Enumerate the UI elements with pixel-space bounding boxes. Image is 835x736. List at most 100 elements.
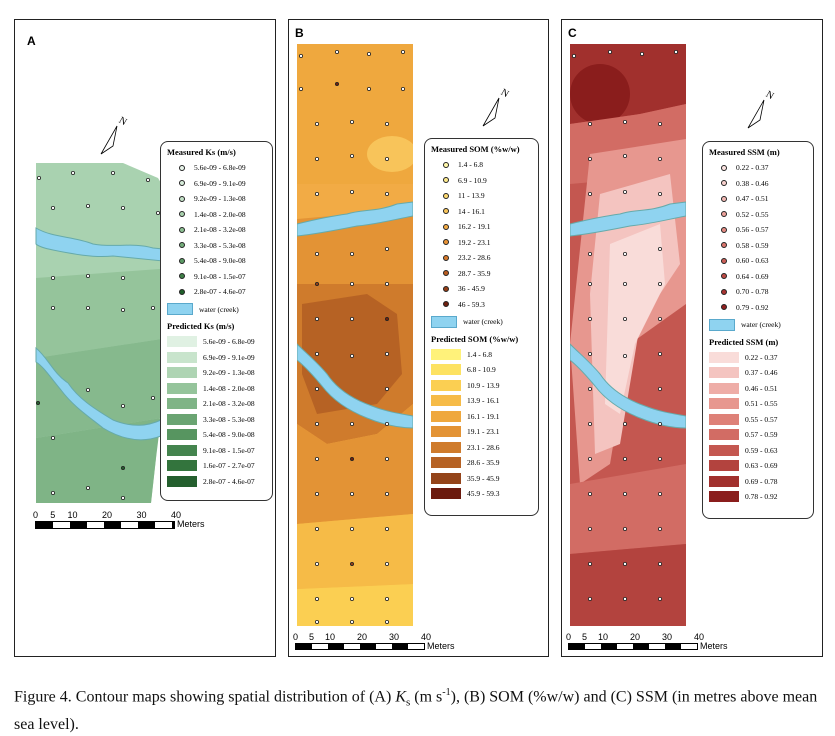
sample-dot-icon — [721, 195, 727, 202]
predicted-legend-item: 28.6 - 35.9 — [431, 455, 532, 471]
legend-range: 10.9 - 13.9 — [467, 380, 500, 390]
color-swatch — [709, 460, 739, 472]
color-swatch — [167, 398, 197, 410]
north-arrow-icon — [747, 99, 765, 129]
scale-tick-label: 20 — [102, 510, 113, 520]
color-swatch — [709, 367, 739, 379]
color-swatch — [709, 475, 739, 487]
measured-legend-item: 0.79 - 0.92 — [709, 300, 807, 316]
legend-range: 6.9e-09 - 9.1e-09 — [203, 352, 255, 362]
measured-legend-item: 2.1e-08 - 3.2e-08 — [167, 222, 266, 238]
panel-b: B — [288, 19, 549, 657]
legend-range: 1.6e-07 - 2.7e-07 — [203, 461, 255, 471]
legend-range: 0.47 - 0.51 — [736, 194, 769, 204]
north-arrow-icon — [482, 97, 500, 127]
figure-caption: Figure 4. Contour maps showing spatial d… — [14, 682, 824, 736]
sample-dot-icon — [443, 223, 449, 230]
measured-legend-item: 0.58 - 0.59 — [709, 238, 807, 254]
predicted-legend-item: 0.22 - 0.37 — [709, 350, 807, 366]
measured-legend-item: 6.9 - 10.9 — [431, 173, 532, 189]
color-swatch — [709, 429, 739, 441]
sample-dot-icon — [179, 273, 185, 280]
measured-legend-item: 28.7 - 35.9 — [431, 266, 532, 282]
legend-range: 1.4e-08 - 2.0e-08 — [203, 383, 255, 393]
water-swatch — [167, 303, 193, 316]
panel-a: A N Measured Ks (m/s) 5.6e-09 - 6.8e-09 6… — [14, 19, 276, 657]
sample-dot-icon — [443, 239, 449, 246]
predicted-legend-item: 6.8 - 10.9 — [431, 362, 532, 378]
caption-suffix: ), (B) SOM (%w/w) and (C) SSM (in metres… — [14, 688, 818, 733]
legend-range: 0.63 - 0.69 — [745, 461, 778, 471]
color-swatch — [167, 382, 197, 394]
scale-unit: Meters — [177, 519, 205, 529]
legend-range: 0.78 - 0.92 — [745, 492, 778, 502]
predicted-legend-item: 0.57 - 0.59 — [709, 427, 807, 443]
measured-legend-item: 5.6e-09 - 6.8e-09 — [167, 160, 266, 176]
legend-range: 1.4 - 6.8 — [458, 160, 483, 170]
scale-tick-label: 30 — [389, 632, 400, 642]
color-swatch — [431, 472, 461, 484]
water-label: water (creek) — [463, 317, 503, 327]
color-swatch — [431, 410, 461, 422]
legend-range: 5.6e-09 - 6.8e-09 — [194, 163, 246, 173]
sample-dot-icon — [721, 273, 727, 280]
predicted-legend-item: 23.1 - 28.6 — [431, 440, 532, 456]
legend-range: 36 - 45.9 — [458, 284, 485, 294]
color-swatch — [709, 413, 739, 425]
caption-k: K — [395, 688, 406, 706]
predicted-legend-item: 5.6e-09 - 6.8e-09 — [167, 334, 266, 350]
legend-a: Measured Ks (m/s) 5.6e-09 - 6.8e-09 6.9e-… — [160, 141, 273, 501]
sample-dot-icon — [443, 301, 449, 308]
sample-points — [36, 170, 161, 500]
predicted-legend-item: 0.63 - 0.69 — [709, 458, 807, 474]
panel-label: B — [295, 26, 304, 40]
scale-tick-label: 20 — [630, 632, 641, 642]
sample-dot-icon — [179, 195, 185, 202]
legend-range: 9.2e-09 - 1.3e-08 — [194, 194, 246, 204]
predicted-legend-item: 0.46 - 0.51 — [709, 381, 807, 397]
sample-dot-icon — [443, 285, 449, 292]
scale-bar: 0 5 10 20 30 40 Meters — [566, 632, 758, 656]
legend-range: 14 - 16.1 — [458, 206, 485, 216]
legend-range: 0.51 - 0.55 — [745, 399, 778, 409]
measured-legend-title: Measured SOM (%w/w) — [431, 144, 520, 154]
color-swatch — [167, 367, 197, 379]
sample-dot-icon — [443, 161, 449, 168]
measured-legend-item: 16.2 - 19.1 — [431, 219, 532, 235]
predicted-legend-item: 1.4e-08 - 2.0e-08 — [167, 381, 266, 397]
legend-range: 0.79 - 0.92 — [736, 302, 769, 312]
som-contour-map — [297, 44, 413, 626]
scale-tick-label: 5 — [50, 510, 56, 520]
color-swatch — [709, 351, 739, 363]
scale-tick-label: 0 — [33, 510, 39, 520]
legend-range: 9.1e-08 - 1.5e-07 — [194, 271, 246, 281]
legend-range: 9.1e-08 - 1.5e-07 — [203, 445, 255, 455]
sample-dot-icon — [179, 180, 185, 187]
scale-tick-label: 30 — [662, 632, 673, 642]
predicted-legend-item: 16.1 - 19.1 — [431, 409, 532, 425]
measured-legend-item: 0.47 - 0.51 — [709, 191, 807, 207]
sample-points — [299, 50, 406, 625]
color-swatch — [431, 441, 461, 453]
legend-range: 23.1 - 28.6 — [467, 442, 500, 452]
scale-tick-label: 40 — [421, 632, 432, 642]
legend-range: 11 - 13.9 — [458, 191, 485, 201]
panel-c: C N — [561, 19, 823, 657]
sample-dot-icon — [721, 164, 727, 171]
ssm-contour-map — [570, 44, 686, 626]
scale-tick-label: 5 — [309, 632, 315, 642]
legend-range: 28.6 - 35.9 — [467, 458, 500, 468]
scale-tick-label: 10 — [67, 510, 78, 520]
measured-legend-item: 3.3e-08 - 5.3e-08 — [167, 238, 266, 254]
scale-tick-label: 0 — [293, 632, 299, 642]
measured-legend-item: 0.52 - 0.55 — [709, 207, 807, 223]
sample-dot-icon — [179, 257, 185, 264]
scale-tick-label: 40 — [694, 632, 705, 642]
legend-range: 0.46 - 0.51 — [745, 383, 778, 393]
legend-range: 0.59 - 0.63 — [745, 445, 778, 455]
sample-dot-icon — [721, 211, 727, 218]
legend-range: 0.56 - 0.57 — [736, 225, 769, 235]
sample-dot-icon — [443, 208, 449, 215]
predicted-legend-item: 2.8e-07 - 4.6e-07 — [167, 474, 266, 490]
measured-legend-item: 14 - 16.1 — [431, 204, 532, 220]
